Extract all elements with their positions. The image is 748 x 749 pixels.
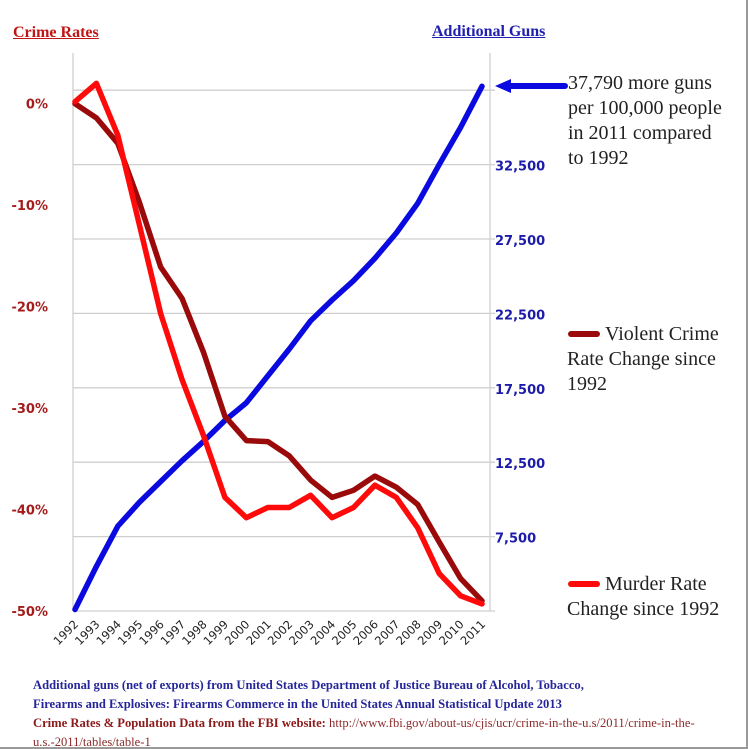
source-guns-2: Firearms and Explosives: Firearms Commer… — [33, 697, 562, 711]
right-tick-label: 32,500 — [495, 160, 545, 175]
annotation-arrow-head — [495, 79, 511, 93]
legend-label: Rate Change since — [567, 348, 716, 370]
left-tick-label: -40% — [11, 504, 48, 519]
right-tick-label: 12,500 — [495, 457, 545, 472]
legend-label: 1992 — [567, 373, 607, 395]
x-tick-label: 2011 — [458, 617, 489, 648]
right-tick-label: 7,500 — [495, 532, 536, 547]
right-tick-label: 27,500 — [495, 234, 545, 249]
legend-violent: Violent Crime Rate Change since 1992 — [567, 322, 719, 397]
guns-annotation: 37,790 more guns per 100,000 people in 2… — [568, 71, 722, 171]
legend-label: Violent Crime — [605, 323, 719, 345]
annotation-line: per 100,000 people — [568, 97, 722, 119]
source-crime-url[interactable]: http://www.fbi.gov/about-us/cjis/ucr/cri… — [33, 716, 695, 749]
left-tick-label: -20% — [11, 301, 48, 316]
legend-label: Murder Rate — [605, 573, 707, 595]
left-tick-label: -10% — [11, 199, 48, 214]
left-tick-label: -50% — [11, 605, 48, 620]
right-tick-label: 17,500 — [495, 383, 545, 398]
left-tick-label: 0% — [26, 98, 48, 113]
series-line-violent — [72, 100, 485, 604]
source-notes: Additional guns (net of exports) from Un… — [33, 676, 733, 749]
right-tick-label: 22,500 — [495, 308, 545, 323]
right-axis-title: Additional Guns — [432, 23, 546, 40]
legend-label: Change since 1992 — [567, 598, 720, 620]
annotation-line: 37,790 more guns — [568, 72, 712, 94]
left-tick-label: -30% — [11, 402, 48, 417]
annotation-line: to 1992 — [568, 147, 629, 169]
source-crime-label: Crime Rates & Population Data from the F… — [33, 716, 326, 730]
left-axis-title: Crime Rates — [13, 24, 99, 41]
series-line-guns — [72, 83, 485, 613]
annotation-line: in 2011 compared — [568, 122, 712, 144]
series-line-murder — [72, 80, 485, 607]
legend-murder: Murder Rate Change since 1992 — [567, 572, 719, 622]
source-guns-1: Additional guns (net of exports) from Un… — [33, 678, 584, 692]
